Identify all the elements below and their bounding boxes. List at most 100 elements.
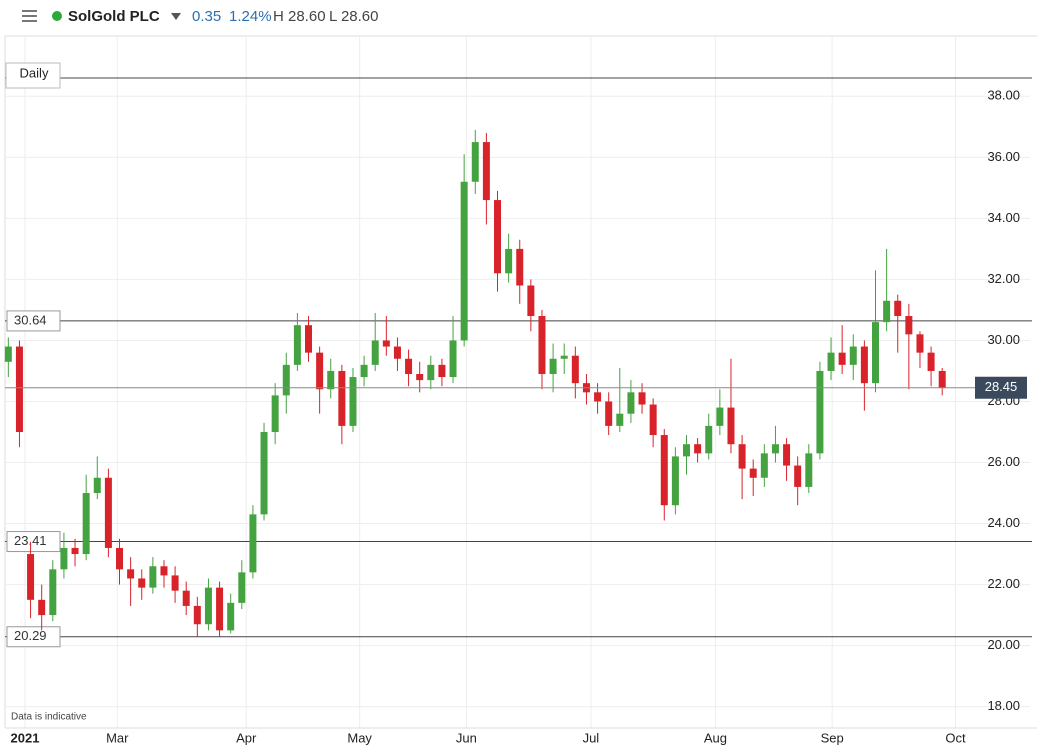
- candle-body: [694, 444, 702, 454]
- candle-body: [705, 425, 713, 454]
- x-tick-label: Jun: [456, 730, 477, 745]
- candle-body: [794, 465, 802, 487]
- level-label: 30.64: [14, 312, 47, 327]
- y-tick-label: 34.00: [987, 210, 1020, 225]
- candle-body: [271, 395, 279, 432]
- candle-body: [449, 340, 457, 378]
- candle-body: [594, 392, 602, 402]
- x-tick-label: Mar: [106, 730, 129, 745]
- candle-body: [894, 300, 902, 317]
- candle-body: [883, 300, 891, 323]
- y-tick-label: 24.00: [987, 515, 1020, 530]
- candle-body: [527, 285, 535, 317]
- candle-body: [382, 340, 390, 347]
- candle-body: [104, 477, 112, 548]
- y-tick-label: 32.00: [987, 271, 1020, 286]
- candle-body: [560, 355, 568, 359]
- candle-body: [671, 456, 679, 506]
- interval-box[interactable]: [5, 62, 61, 89]
- level-label-box: [6, 310, 61, 332]
- y-tick-label: 38.00: [987, 88, 1020, 103]
- candle-body: [160, 566, 168, 576]
- candle-body: [49, 569, 57, 616]
- x-tick-label: Oct: [945, 730, 966, 745]
- candle-body: [327, 370, 335, 390]
- candle-body: [204, 587, 212, 625]
- candle-body: [616, 413, 624, 426]
- candle-body: [227, 602, 235, 631]
- plot: 18.0020.0022.0024.0026.0028.0030.0032.00…: [4, 36, 1037, 745]
- level-label-box: [6, 626, 61, 648]
- y-tick-label: 20.00: [987, 637, 1020, 652]
- change-pct: 1.24%: [229, 8, 272, 25]
- candle-body: [82, 493, 90, 555]
- menu-icon[interactable]: [22, 10, 37, 22]
- change: 0.35: [192, 8, 221, 25]
- high: H 28.60: [273, 8, 326, 25]
- candle-body: [260, 431, 268, 515]
- candle-body: [38, 599, 46, 616]
- candle-body: [905, 316, 913, 335]
- candle-body: [505, 248, 513, 274]
- candle-body: [683, 444, 691, 457]
- candle-body: [716, 407, 724, 426]
- candle-body: [316, 352, 324, 390]
- candle-body: [838, 352, 846, 365]
- last-price-box: [975, 376, 1027, 399]
- candle-body: [216, 587, 224, 631]
- candle-body: [405, 358, 413, 375]
- candle-body: [938, 370, 946, 388]
- y-tick-label: 22.00: [987, 576, 1020, 591]
- candle-body: [649, 404, 657, 436]
- candle-body: [393, 346, 401, 359]
- candle-body: [182, 590, 190, 606]
- candle-body: [293, 325, 301, 365]
- candle-body: [416, 374, 424, 381]
- candle-body: [127, 569, 135, 579]
- x-tick-label: May: [347, 730, 372, 745]
- candle-body: [638, 392, 646, 405]
- x-tick-label: Apr: [236, 730, 257, 745]
- level-label-box: [6, 531, 61, 553]
- candle-body: [727, 407, 735, 445]
- candle-body: [193, 605, 201, 625]
- y-tick-label: 30.00: [987, 332, 1020, 347]
- candle-body: [927, 352, 935, 371]
- candle-body: [338, 370, 346, 426]
- candle-body: [916, 334, 924, 353]
- candle-body: [516, 248, 524, 286]
- candle-body: [605, 401, 613, 426]
- candle-body: [827, 352, 835, 371]
- x-tick-label: Sep: [821, 730, 844, 745]
- candle-body: [771, 444, 779, 454]
- candle-body: [116, 547, 124, 570]
- low: L 28.60: [329, 8, 379, 25]
- candle-body: [60, 547, 68, 570]
- instrument-name[interactable]: SolGold PLC: [68, 8, 160, 25]
- candle-body: [149, 566, 157, 588]
- candle-body: [4, 346, 12, 362]
- candle-body: [738, 444, 746, 469]
- dropdown-arrow[interactable]: [171, 13, 181, 20]
- candle-body: [749, 468, 757, 478]
- candle-body: [571, 355, 579, 384]
- interval[interactable]: Daily: [20, 65, 49, 80]
- candle-body: [27, 554, 35, 600]
- candle-body: [249, 514, 257, 573]
- candle-body: [460, 181, 468, 341]
- candle-body: [783, 444, 791, 466]
- candle-body: [238, 572, 246, 603]
- note: Data is indicative: [11, 712, 87, 723]
- candle-body: [805, 453, 813, 487]
- candle-body: [549, 358, 557, 375]
- candle-body: [282, 364, 290, 396]
- candle-body: [538, 316, 546, 375]
- y-tick-label: 26.00: [987, 454, 1020, 469]
- status-dot: [52, 11, 62, 21]
- candle-body: [71, 547, 79, 555]
- candle-body: [371, 340, 379, 365]
- candle-body: [482, 142, 490, 201]
- candle-body: [494, 200, 502, 274]
- candle-body: [360, 364, 368, 378]
